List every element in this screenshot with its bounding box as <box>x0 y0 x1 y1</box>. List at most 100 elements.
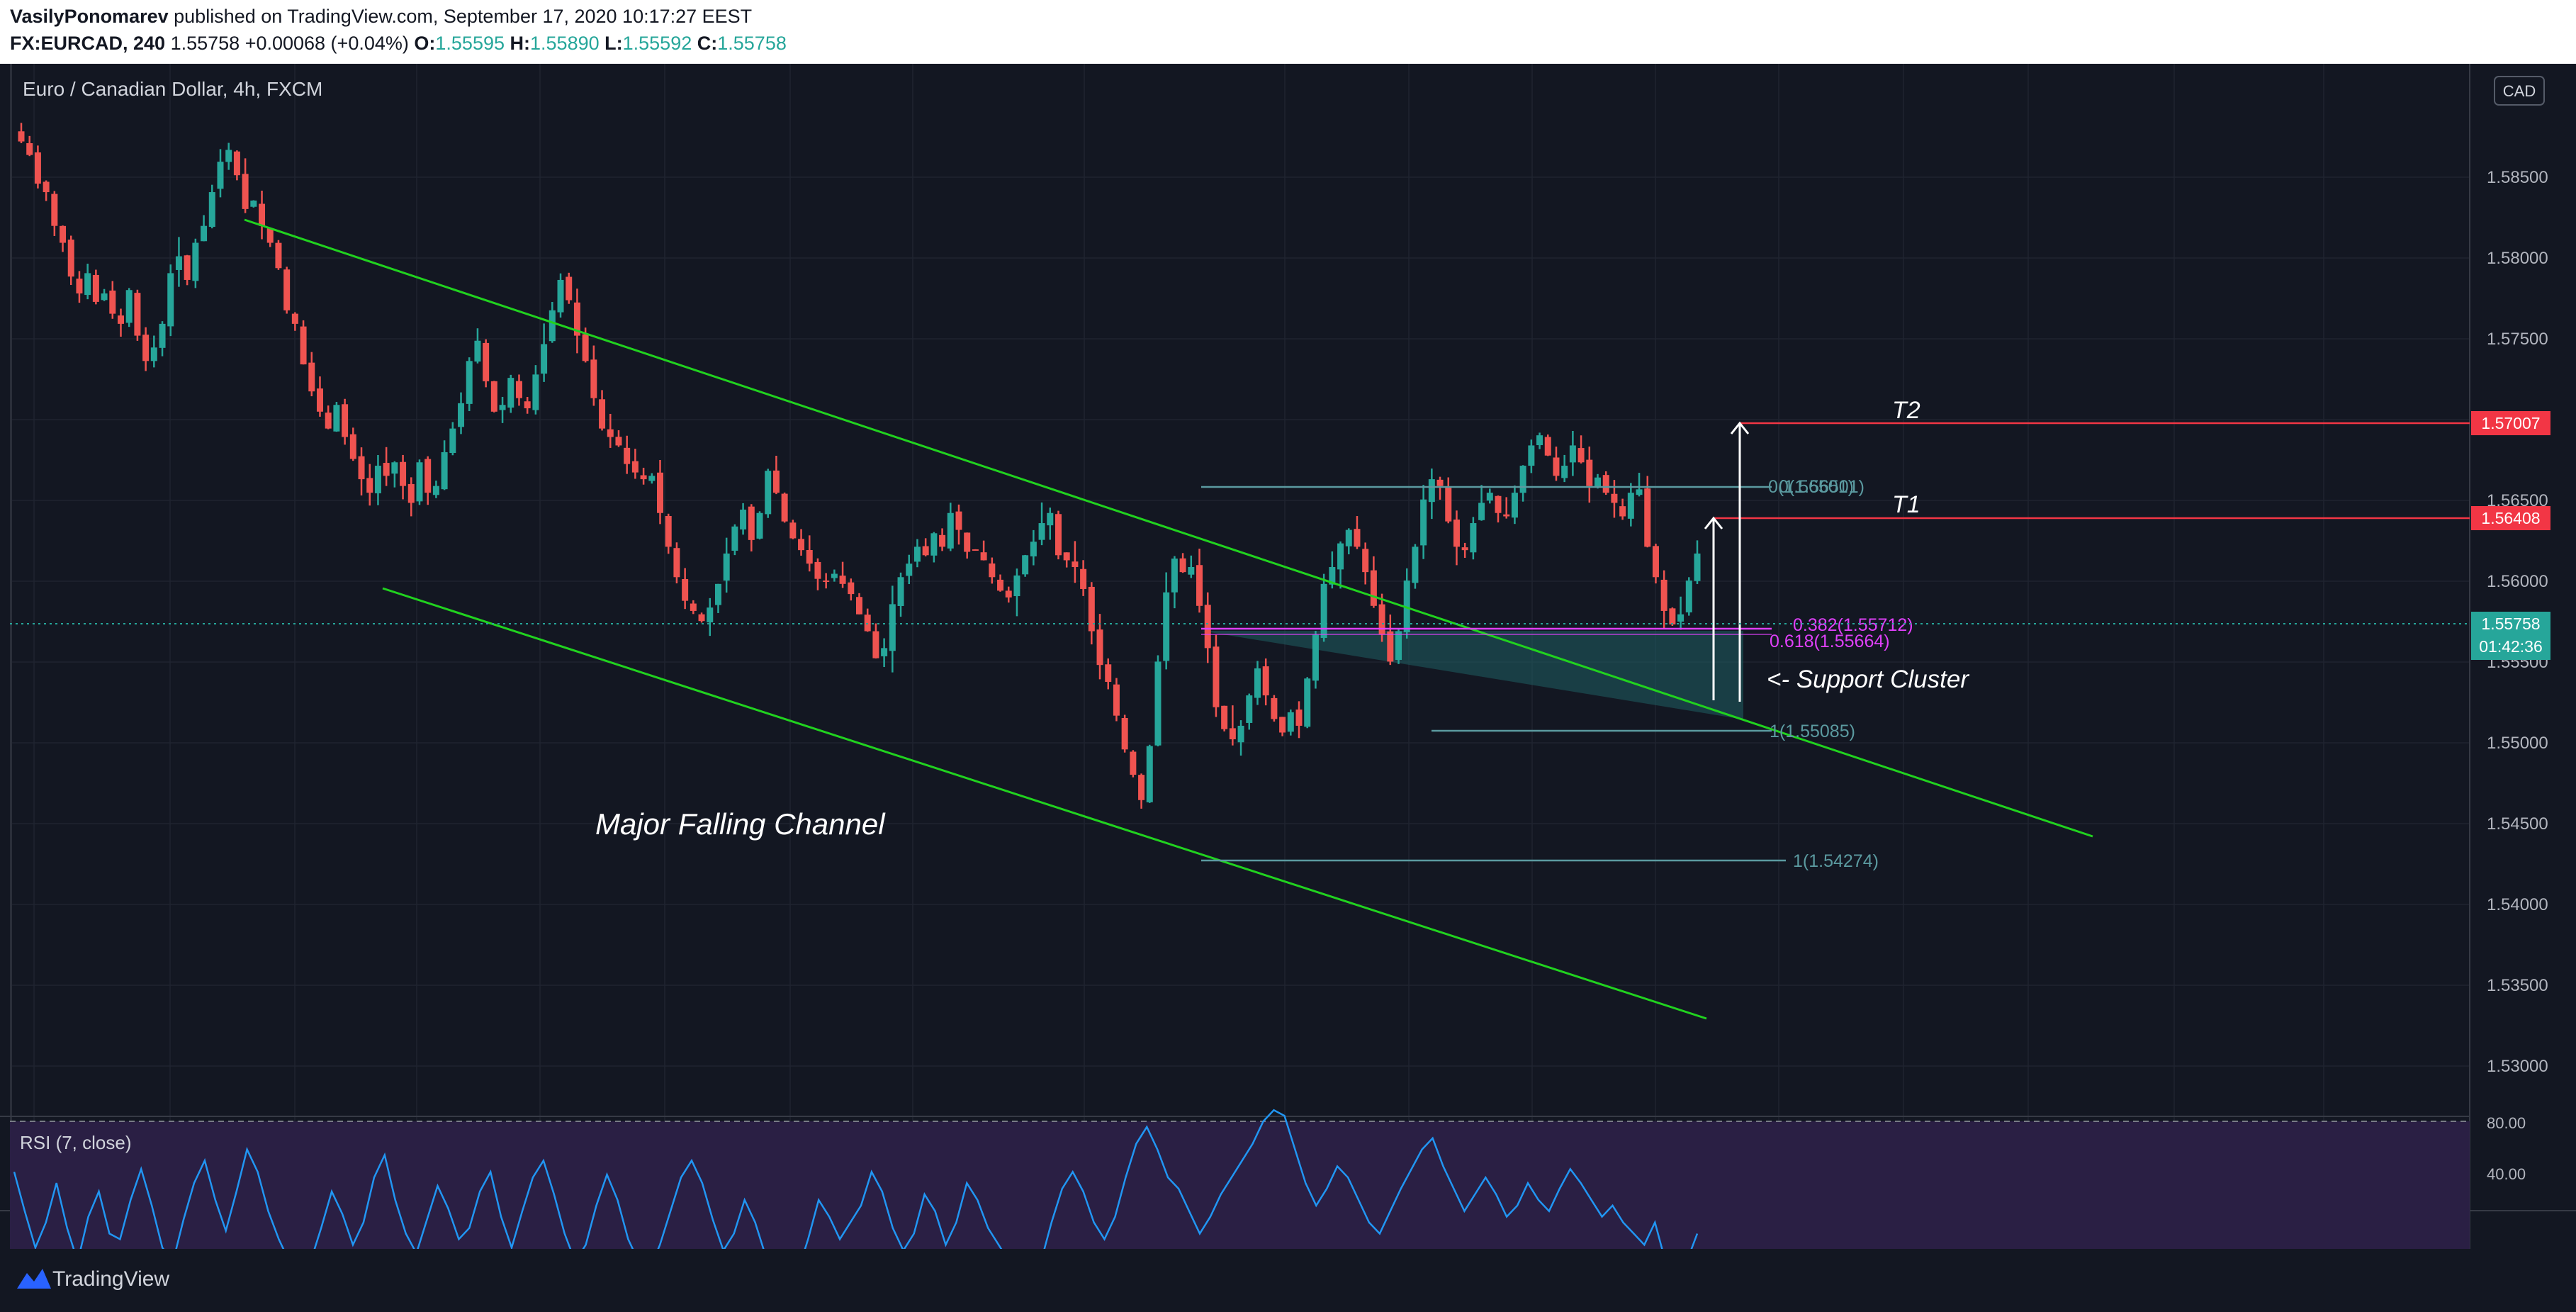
candle-body <box>648 476 656 481</box>
channel-lower-line[interactable] <box>382 587 1707 1020</box>
major-falling-channel-label: Major Falling Channel <box>595 807 886 841</box>
candle-body <box>1113 684 1120 716</box>
candle-body <box>1511 493 1518 518</box>
candle-body <box>930 533 938 556</box>
rsi-tick-80: 80.00 <box>2487 1114 2526 1132</box>
candle-body <box>1428 479 1435 503</box>
candle-body <box>366 478 373 493</box>
candle-body <box>1171 559 1178 593</box>
candle-body <box>101 293 108 301</box>
candle-body <box>1047 512 1054 526</box>
open-label: O: <box>414 33 436 54</box>
fib-0618-label: 0.618(1.55664) <box>1770 632 1890 651</box>
candle-body <box>134 293 141 336</box>
candle-body <box>690 603 697 611</box>
rsi-band <box>10 1121 2470 1249</box>
candle-body <box>1229 728 1236 740</box>
price-tick-label: 1.53000 <box>2487 1057 2548 1076</box>
candle-body <box>698 614 705 622</box>
price-tick-label: 1.55000 <box>2487 734 2548 753</box>
candle-body <box>989 563 996 578</box>
price-chart[interactable]: Euro / Canadian Dollar, 4h, FXCM CAD 1.5… <box>0 64 2576 1249</box>
candle-body <box>1138 775 1145 800</box>
candle-body <box>201 225 208 242</box>
candle-body <box>499 405 506 410</box>
candle-body <box>1461 547 1468 551</box>
candle-body <box>333 405 340 432</box>
fib-zero-label: 0(1.56501) <box>1768 477 1854 497</box>
candle-body <box>673 548 680 578</box>
rsi-tick-40: 40.00 <box>2487 1165 2526 1183</box>
candle-body <box>51 194 58 226</box>
price-change: +0.00068 (+0.04%) <box>244 33 409 54</box>
chart-title: Euro / Canadian Dollar, 4h, FXCM <box>23 78 322 100</box>
candle-body <box>1072 561 1079 567</box>
candle-body <box>1677 614 1684 622</box>
price-tick-label: 1.57500 <box>2487 330 2548 349</box>
candle-body <box>1063 552 1070 561</box>
support-cluster-label: <- Support Cluster <box>1767 666 1969 693</box>
candle-body <box>208 192 215 228</box>
author-line: VasilyPonomarev published on TradingView… <box>10 6 752 28</box>
candle-body <box>682 578 689 601</box>
candle-body <box>1337 543 1344 570</box>
candle-body <box>582 334 589 361</box>
candle-body <box>806 549 813 564</box>
candle-body <box>1312 634 1319 681</box>
target-t1-arrow <box>1704 516 1723 700</box>
candle-body <box>349 434 356 459</box>
candle-body <box>150 347 157 361</box>
candle-body <box>1536 435 1543 446</box>
candle-body <box>1403 581 1410 633</box>
currency-badge[interactable] <box>2494 76 2545 106</box>
candle-body <box>1022 555 1029 575</box>
candle-body <box>980 552 987 561</box>
candle-body <box>1445 487 1452 522</box>
candle-body <box>573 302 580 336</box>
candle-body <box>889 604 896 651</box>
target-t1-price-badge <box>2471 506 2550 530</box>
candle-body <box>424 459 432 493</box>
candle-body <box>1685 581 1692 612</box>
candle-body <box>1254 668 1261 698</box>
candle-body <box>748 506 755 540</box>
candle-body <box>1030 542 1037 556</box>
candle-body <box>657 472 664 513</box>
price-tick-label: 1.54000 <box>2487 895 2548 914</box>
candle-body <box>1196 565 1203 606</box>
candle-body <box>1420 499 1427 546</box>
candle-body <box>192 242 199 281</box>
candle-body <box>1387 631 1394 662</box>
candle-body <box>1163 592 1170 661</box>
candle-body <box>740 509 747 529</box>
candle-body <box>92 274 99 302</box>
candle-body <box>1577 448 1585 463</box>
candle-body <box>714 583 721 605</box>
candle-body <box>1561 466 1568 478</box>
author-name[interactable]: VasilyPonomarev <box>10 6 169 27</box>
candle-body <box>532 374 539 410</box>
target-t2-price: 1.57007 <box>2481 414 2540 432</box>
candle-body <box>1412 546 1419 583</box>
candle-body <box>1569 445 1576 463</box>
rsi-label: RSI (7, close) <box>20 1132 132 1153</box>
published-text: published on TradingView.com, September … <box>174 6 753 27</box>
grid <box>10 64 2470 1211</box>
candle-body <box>906 564 913 576</box>
candle-body <box>557 279 564 313</box>
candle-body <box>117 315 124 324</box>
price-tick-label: 1.56000 <box>2487 572 2548 591</box>
candle-body <box>1495 495 1502 513</box>
current-price-badge <box>2471 612 2550 660</box>
candle-body <box>615 437 622 446</box>
candle-body <box>76 279 83 293</box>
channel-upper-line[interactable] <box>244 218 2093 838</box>
candle-body <box>300 326 307 365</box>
tradingview-logo-icon[interactable] <box>14 1263 54 1294</box>
tradingview-brand[interactable]: TradingView <box>52 1267 170 1291</box>
candle-body <box>1105 664 1112 682</box>
candle-body <box>316 388 323 412</box>
fib-one-label-b: 1(1.54274) <box>1793 851 1879 871</box>
candle-body <box>67 240 74 277</box>
candle-body <box>266 228 274 243</box>
